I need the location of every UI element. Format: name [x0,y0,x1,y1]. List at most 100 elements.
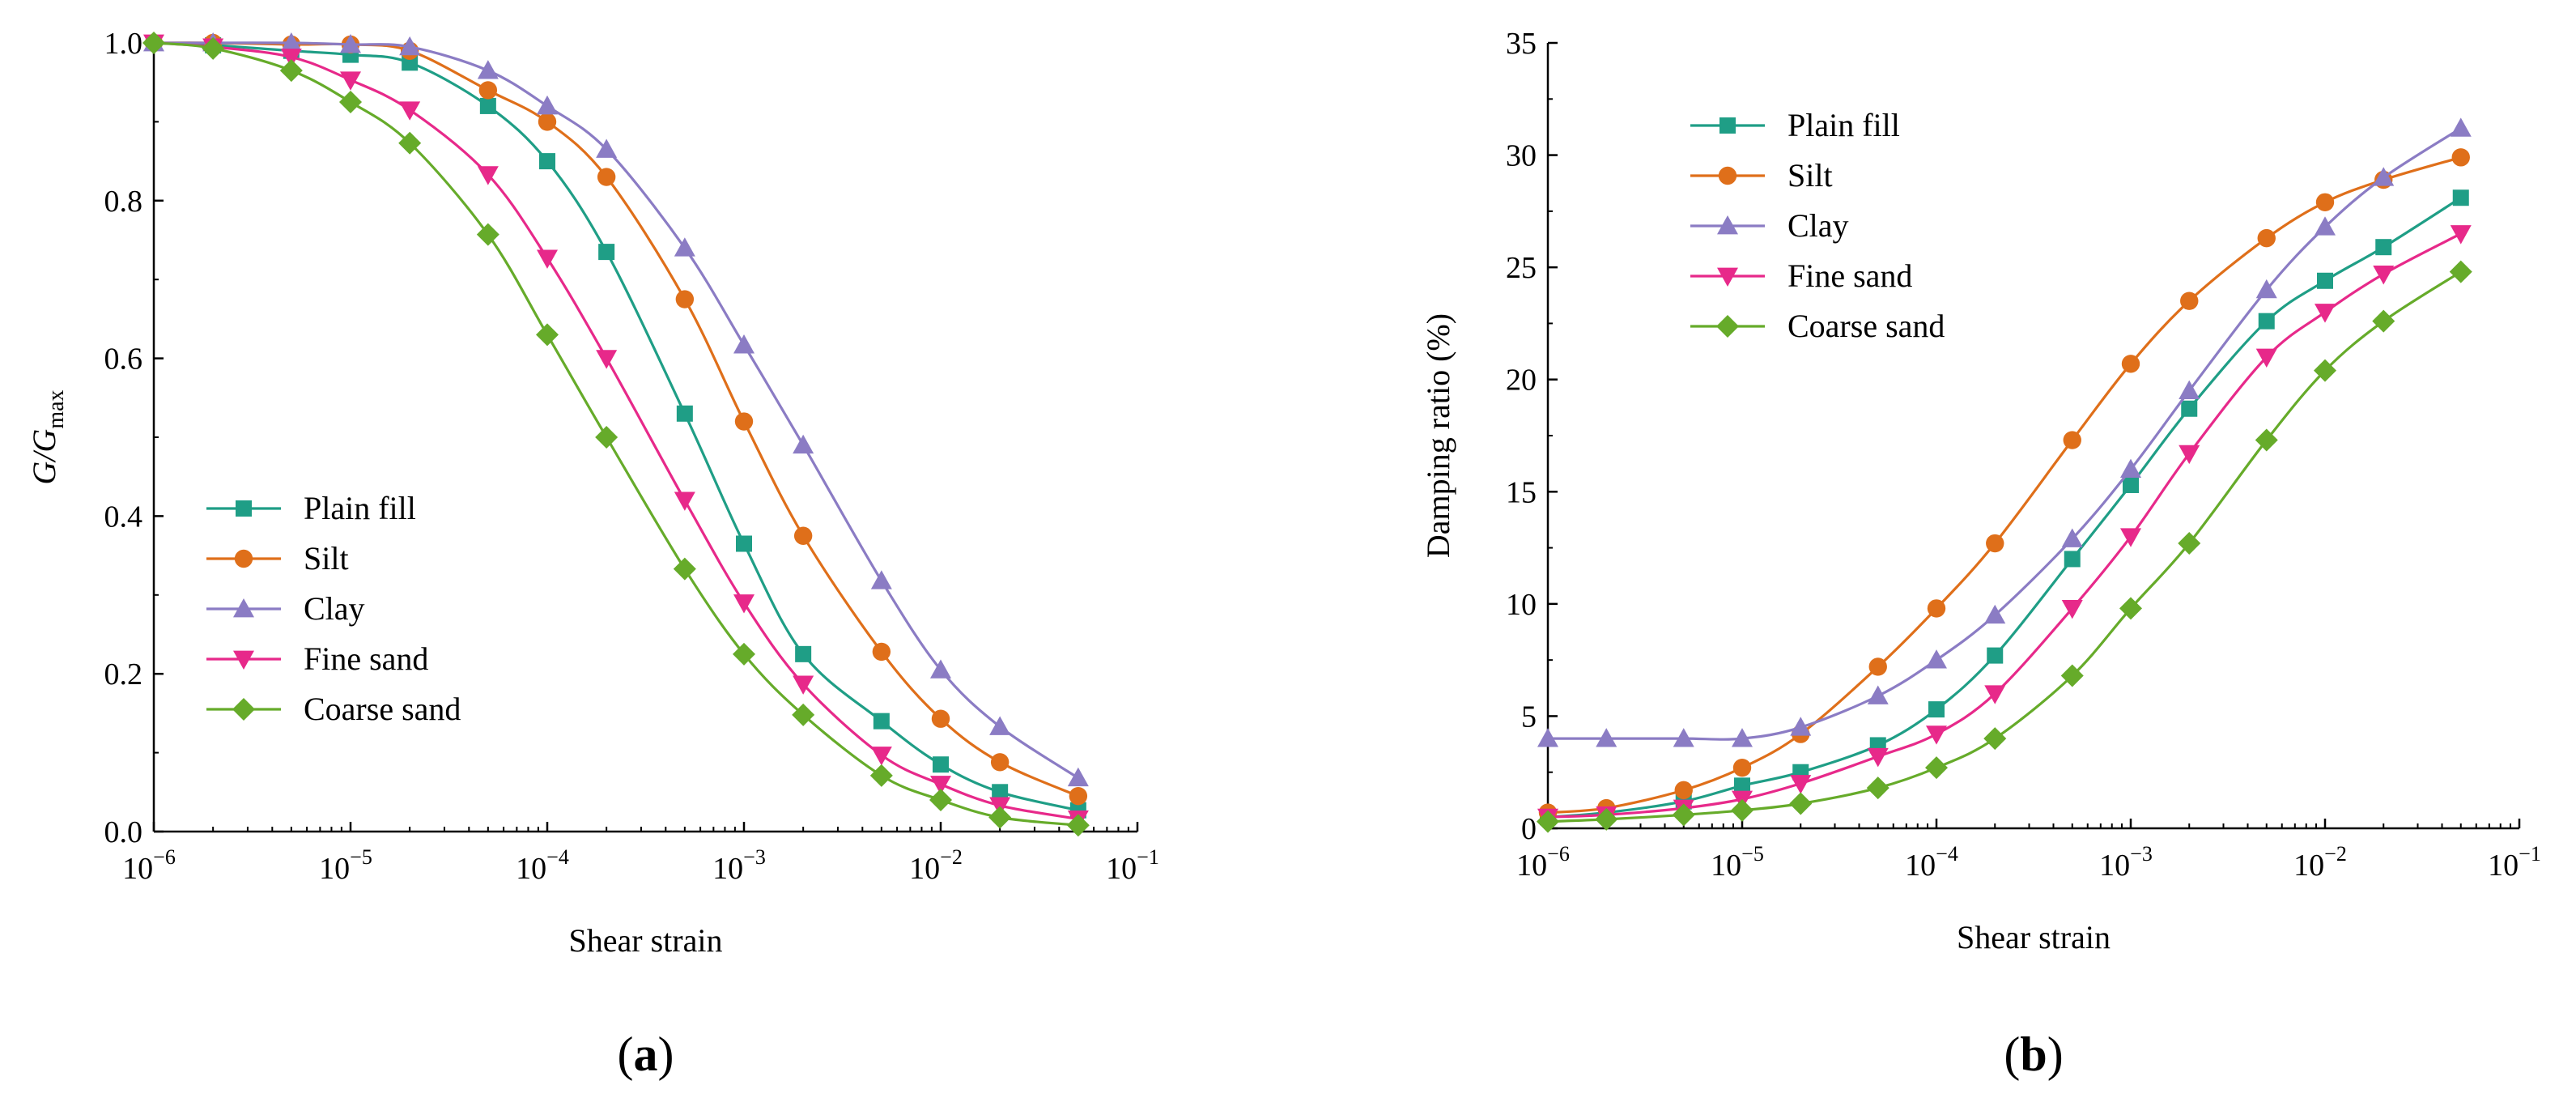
x-tick-exponent: −4 [1936,842,1958,866]
data-point-coarse-sand [1983,727,2007,751]
data-point-coarse-sand [1537,810,1559,833]
data-point-clay [1984,604,2006,624]
data-point-fine-sand [870,747,892,766]
legend: Plain fill Silt Clay Fine sand Coarse sand [206,490,461,727]
legend-label-plain-fill: Plain fill [1787,107,1900,143]
data-point-silt [990,753,1010,772]
x-tick-label: 10−3 [2099,842,2153,883]
data-point-clay [1732,728,1753,747]
series-silt [144,33,1088,806]
chart-panel-b: 0 5 10 15 20 25 30 35 10−6 10−5 10−4 10−3 10−2 10−1 Sh… [1420,27,2541,1081]
x-tick-exponent: −3 [743,845,766,869]
series-line-coarse-sand [1547,270,2462,823]
legend-marker-silt [1718,166,1737,185]
panel-label: (b) [2004,1028,2063,1081]
data-point-coarse-sand [398,131,422,155]
data-point-clay [2179,380,2200,399]
legend-label-fine-sand: Fine sand [304,640,428,677]
data-point-silt [1868,657,1887,676]
data-point-clay [1537,728,1558,747]
x-tick-label: 10−6 [122,845,176,886]
data-point-fine-sand [733,594,755,614]
data-point-fine-sand [2373,266,2395,285]
data-point-coarse-sand [339,91,362,114]
y-tick-label: 1.0 [104,27,143,61]
data-point-silt [538,113,557,131]
x-axis-title: Shear strain [569,922,723,959]
data-point-silt [2180,291,2199,310]
series-line-fine-sand [1547,232,2462,819]
y-tick-label: 15 [1506,475,1537,509]
data-point-clay [280,32,302,52]
data-point-plain-fill [598,244,615,261]
data-point-coarse-sand [929,789,952,812]
data-point-clay [989,716,1011,735]
data-point-plain-fill [2375,239,2392,256]
data-point-plain-fill [1987,647,2004,664]
series-line-clay [154,41,1079,780]
data-point-silt [931,709,950,728]
data-point-clay [2315,216,2336,236]
x-tick-exponent: −3 [2130,842,2153,866]
data-point-coarse-sand [536,323,559,347]
y-tick-label: 25 [1506,251,1537,285]
data-point-clay [1790,717,1812,736]
data-point-fine-sand [477,166,499,185]
data-point-silt [1732,758,1752,777]
x-tick-exponent: −6 [153,845,176,869]
data-point-coarse-sand [869,764,893,787]
data-point-coarse-sand [792,703,815,726]
series-line-silt [1547,155,2462,815]
x-tick-label: 10−3 [712,845,766,886]
y-axis-title: Damping ratio (%) [1420,313,1456,558]
data-point-clay [2450,117,2472,137]
panel-letter: b [2020,1028,2047,1081]
x-tick-exponent: −6 [1547,842,1570,866]
legend-marker-clay [233,598,254,618]
data-point-coarse-sand [1672,803,1695,827]
data-point-fine-sand [280,49,302,68]
series-coarse-sand [142,32,1090,837]
data-point-fine-sand [2315,304,2336,323]
data-point-fine-sand [930,776,951,795]
y-tick-label: 20 [1506,364,1537,398]
series-line-plain-fill [1547,196,2462,819]
data-point-silt [1927,599,1946,618]
data-point-coarse-sand [2449,260,2472,283]
y-axis-title-main: G/G [26,429,62,485]
data-point-fine-sand [2179,445,2200,465]
data-point-clay [674,237,695,257]
x-tick-exponent: −4 [546,845,569,869]
data-point-coarse-sand [1925,756,1948,780]
data-point-silt [2257,228,2276,248]
legend-marker-fine-sand [1717,267,1738,287]
legend-marker-coarse-sand [232,698,255,721]
x-tick-exponent: −5 [350,845,372,869]
data-point-clay [596,138,618,158]
data-point-silt [1069,786,1088,806]
data-point-fine-sand [793,675,814,695]
data-point-plain-fill [1734,777,1750,794]
data-point-plain-fill [479,97,496,114]
data-point-fine-sand [537,249,558,269]
data-point-clay [2061,528,2083,547]
y-tick-label: 0.4 [104,500,143,534]
legend-label-coarse-sand: Coarse sand [304,691,461,727]
series-plain-fill [146,35,1086,819]
data-point-fine-sand [596,350,618,369]
data-point-coarse-sand [1789,792,1813,815]
data-point-clay [399,36,421,56]
data-point-plain-fill [2181,400,2198,417]
chart-panel-a: 0.0 0.2 0.4 0.6 0.8 1.0 10−6 10−5 10−4 10−3 10−2 10… [26,27,1159,1081]
x-tick-exponent: −2 [2324,842,2347,866]
legend: Plain fill Silt Clay Fine sand Coarse sand [1690,107,1945,344]
data-point-clay [340,33,361,53]
data-point-clay [537,95,558,115]
x-tick-label: 10−1 [1106,845,1159,886]
data-point-fine-sand [2061,600,2083,619]
x-tick-label: 10−4 [1905,842,1958,883]
x-tick-label: 10−5 [1711,842,1764,883]
data-point-coarse-sand [733,642,755,666]
data-point-plain-fill [933,756,949,773]
